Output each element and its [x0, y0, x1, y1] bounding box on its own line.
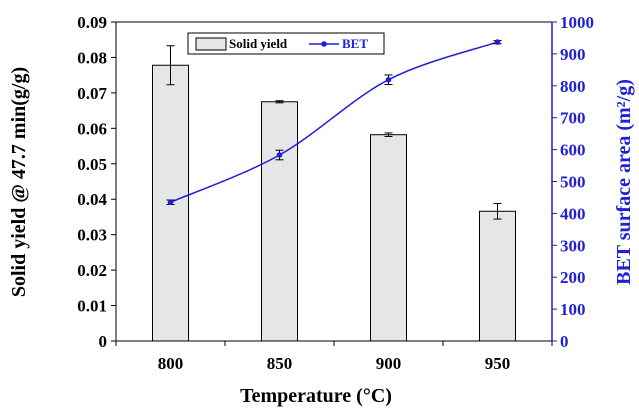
- legend-bar-swatch: [195, 37, 227, 51]
- right-tick-label: 200: [560, 268, 586, 287]
- right-tick-label: 100: [560, 300, 586, 319]
- bar-950: [479, 210, 516, 342]
- right-axis-title: BET surface area (m²/g): [613, 79, 635, 285]
- left-tick-label: 0.08: [77, 48, 107, 67]
- right-tick-label: 600: [560, 141, 586, 160]
- right-tick-label: 700: [560, 109, 586, 128]
- legend-label-solid-yield: Solid yield: [229, 36, 288, 51]
- bars-layer: [152, 45, 516, 342]
- x-tick-label: 950: [485, 354, 511, 373]
- bet-point-850: [276, 152, 283, 158]
- left-tick-label: 0.09: [77, 13, 107, 32]
- right-tick-label: 300: [560, 236, 586, 255]
- ticks-layer: 0 0.01 0.02 0.03 0.04 0.05 0.06 0.07 0.08 0.09 0 10…: [77, 13, 594, 373]
- right-tick-label: 800: [560, 77, 586, 96]
- right-tick-label: 400: [560, 204, 586, 223]
- bar-error-800: [166, 45, 175, 86]
- line-layer: [166, 39, 502, 206]
- bet-line: [170, 41, 498, 203]
- left-tick-label: 0.05: [77, 155, 107, 174]
- x-tick-label: 900: [376, 354, 402, 373]
- bet-point-900: [385, 76, 392, 83]
- bar-error-950: [493, 202, 502, 220]
- x-tick-label: 850: [267, 354, 293, 373]
- right-tick-label: 500: [560, 173, 586, 192]
- right-tick-label: 1000: [560, 13, 594, 32]
- bar-900: [370, 134, 407, 342]
- legend-box: [187, 32, 385, 55]
- left-tick-label: 0.02: [77, 261, 107, 280]
- bar-error-900: [384, 132, 393, 137]
- left-tick-label: 0.03: [77, 226, 107, 245]
- left-tick-label: 0.01: [77, 297, 107, 316]
- bet-point-800: [167, 199, 174, 206]
- left-axis-title: Solid yield @ 47.7 min(g/g): [8, 67, 30, 297]
- bar-850: [261, 101, 298, 342]
- left-tick-label: 0: [99, 332, 108, 351]
- left-tick-label: 0.06: [77, 119, 107, 138]
- bar-error-850: [275, 100, 284, 104]
- legend-line-marker: [321, 41, 327, 47]
- legend: Solid yield BET: [187, 32, 385, 55]
- right-tick-label: 0: [560, 332, 569, 351]
- bet-point-950: [494, 39, 501, 45]
- left-tick-label: 0.04: [77, 190, 107, 209]
- right-tick-label: 900: [560, 45, 586, 64]
- legend-label-bet: BET: [342, 36, 368, 51]
- left-tick-label: 0.07: [77, 84, 107, 103]
- x-axis-title: Temperature (°C): [240, 385, 392, 407]
- x-tick-label: 800: [158, 354, 184, 373]
